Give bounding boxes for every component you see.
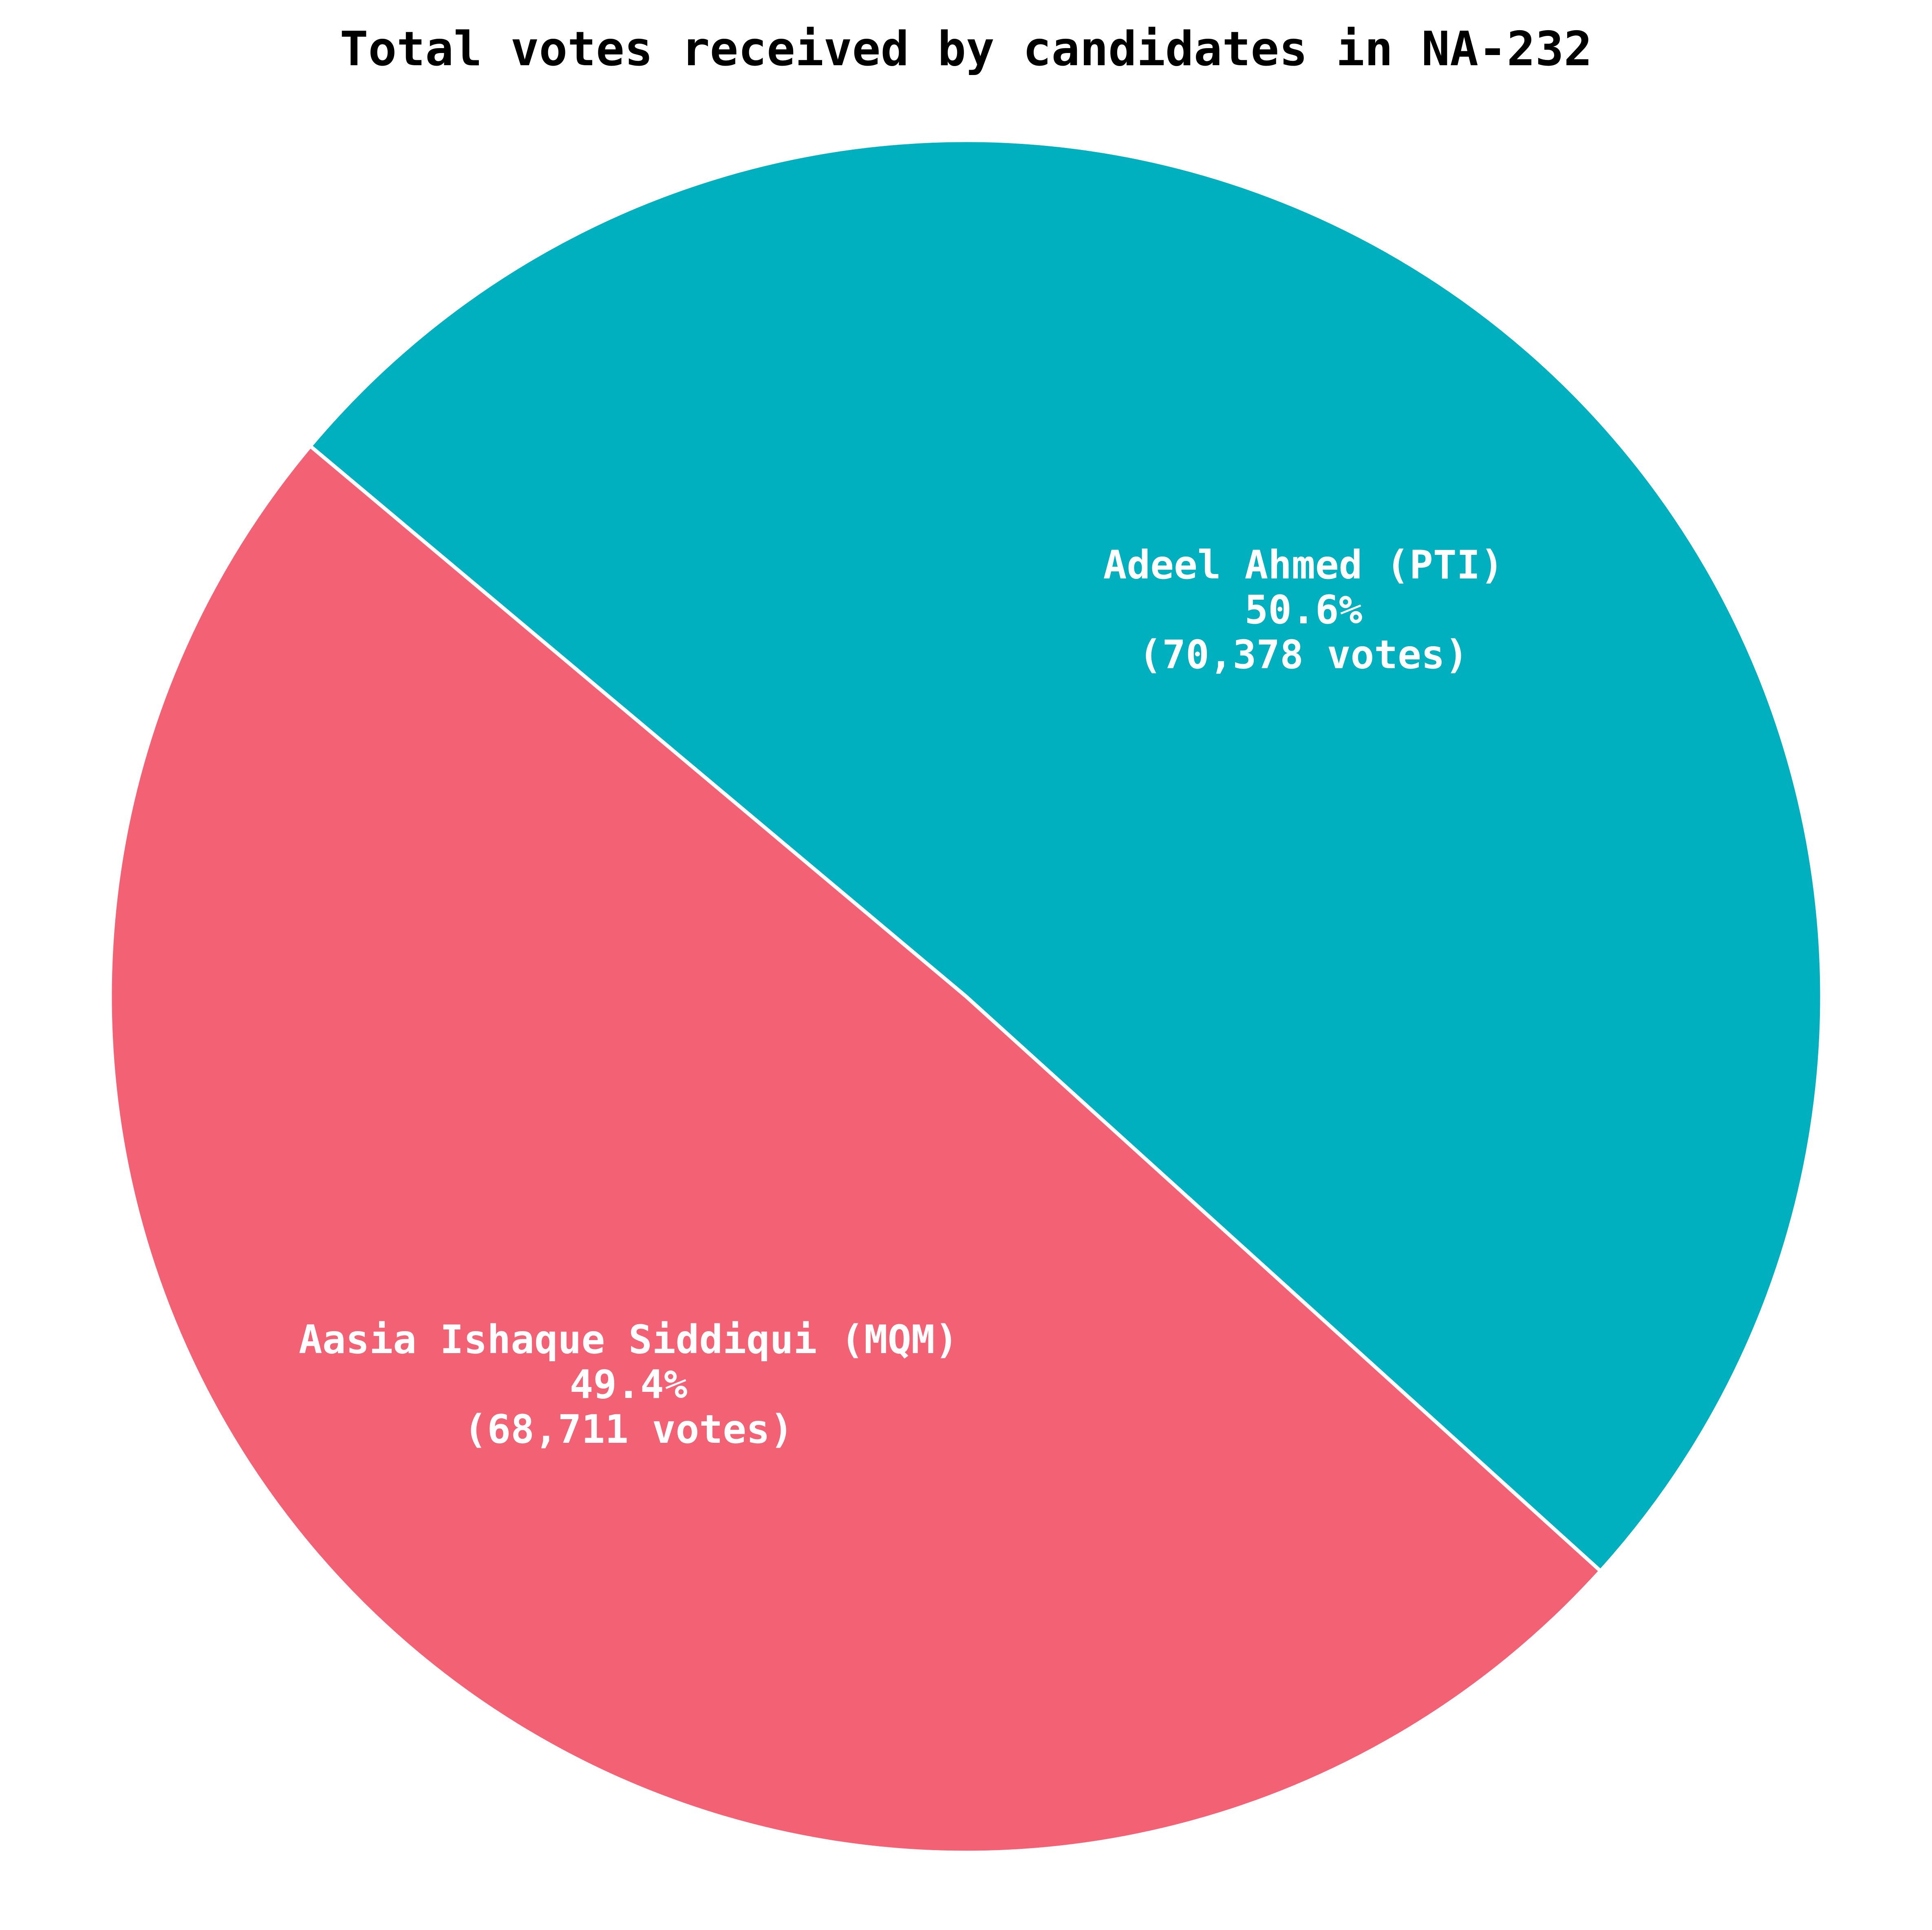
pie-slices [108,138,1824,1855]
slice-label-0: Adeel Ahmed (PTI) 50.6% (70,378 votes) [1103,542,1504,678]
slice-label-votes-1: (68,711 votes) [463,1407,793,1452]
slice-label-name-1: Aasia Ishaque Siddiqui (MQM) [299,1317,958,1362]
pie-slice-0 [308,138,1824,1573]
pie-labels: Adeel Ahmed (PTI) 50.6% (70,378 votes) Aasi… [299,542,1504,1452]
slice-label-name-0: Adeel Ahmed (PTI) [1103,542,1504,588]
chart-title: Total votes received by candidates in NA… [340,22,1592,77]
slice-label-1: Aasia Ishaque Siddiqui (MQM) 49.4% (68,711… [299,1317,958,1452]
slice-label-percent-1: 49.4% [570,1362,688,1407]
slice-label-percent-0: 50.6% [1244,587,1362,633]
slice-label-votes-0: (70,378 votes) [1138,632,1468,678]
pie-slice-1 [108,444,1603,1855]
